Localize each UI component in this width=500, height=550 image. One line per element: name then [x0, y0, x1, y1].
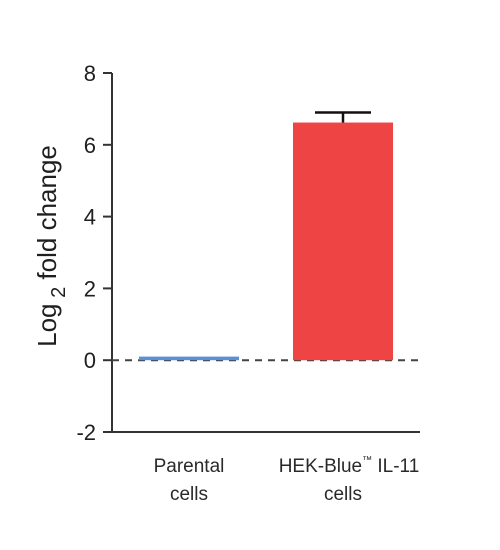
y-tick-label: 8 [84, 61, 96, 86]
y-tick-label: 2 [84, 276, 96, 301]
category-label-hekblue-line1: HEK-Blue™ IL-11 [279, 455, 420, 477]
y-axis-title-main: Log [32, 303, 62, 346]
bar-parental-cells [139, 356, 239, 361]
axis-layer [103, 72, 420, 433]
y-axis-title-subscript: 2 [48, 287, 70, 304]
bar-hek-blue-il11-cells [293, 122, 393, 361]
category-label-parental-line1: Parental [154, 456, 225, 477]
category-label-hekblue-line2: cells [324, 484, 362, 505]
label-layer: -2 0 2 4 6 8 Parental cells HEK-Blue™ IL-11 cells… [32, 61, 419, 505]
y-tick-label: 0 [84, 348, 96, 373]
trademark-symbol: ™ [362, 455, 372, 466]
bar-layer [139, 111, 393, 361]
y-tick-label: -2 [76, 420, 96, 445]
category-label-parental-line2: cells [170, 484, 208, 505]
y-tick-label: 4 [84, 205, 96, 230]
category-label-hekblue-suffix: IL-11 [372, 456, 419, 477]
y-axis-title-rest: fold change [32, 145, 62, 287]
y-axis-title: Log 2 fold change [32, 145, 70, 347]
y-tick-label: 6 [84, 133, 96, 158]
category-label-hekblue-name: HEK-Blue [279, 456, 362, 477]
